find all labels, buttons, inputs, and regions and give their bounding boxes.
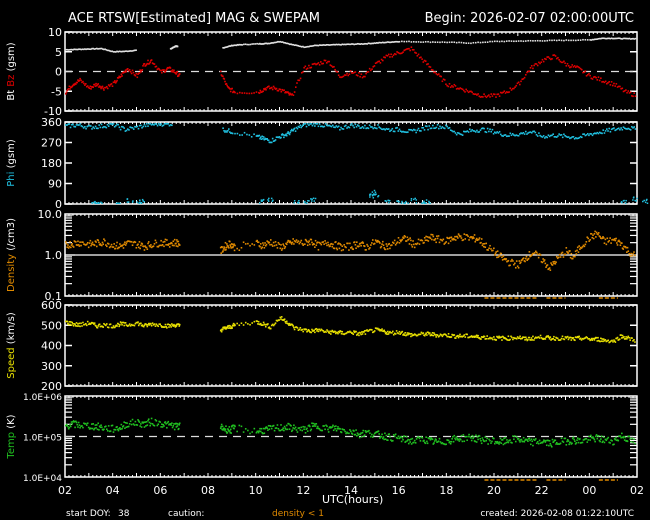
- x-axis-labels: 02 04 06 08 10 12 14 16 18 20 22 00 02: [58, 297, 644, 497]
- y-axis-label: Temp (K): [6, 414, 17, 459]
- y-axis-label: Speed (km/s): [6, 312, 17, 379]
- series-temp: [65, 417, 636, 448]
- y-tick-label: 1.0E+06: [23, 393, 62, 403]
- chart-title: ACE RTSW[Estimated] MAG & SWEPAM: [68, 11, 320, 26]
- panels-group: 10 5 0 -5 -10 Bt Bz (gsm) 360 270 180 90 0 Phi (gsm…: [6, 26, 649, 484]
- y-tick-label: 0.1: [45, 290, 63, 303]
- start-doy-value: 38: [118, 509, 130, 519]
- begin-time: Begin: 2026-02-07 02:00:00UTC: [425, 11, 634, 26]
- y-tick-label: 0: [55, 66, 62, 79]
- series-phi: [65, 123, 637, 144]
- panel-temp: 1.0E+06 1.0E+05 1.0E+04 Temp (K): [6, 393, 638, 484]
- y-tick-label: 400: [41, 340, 62, 353]
- y-tick-label: 0: [55, 198, 62, 211]
- series-phi-low: [91, 189, 649, 204]
- series-density: [65, 230, 636, 271]
- panel-speed: 600 500 400 300 200 Speed (km/s): [6, 299, 638, 393]
- x-tick-label: 06: [153, 484, 167, 497]
- y-tick-label: 10: [48, 26, 62, 39]
- x-tick-label: 08: [201, 484, 215, 497]
- series-speed: [65, 316, 636, 344]
- x-tick-label: 16: [392, 484, 406, 497]
- y-axis-label: Bt Bz (gsm): [6, 42, 17, 100]
- caution-density-note: density < 1: [272, 509, 324, 519]
- panel-bt_bz: 10 5 0 -5 -10 Bt Bz (gsm): [6, 26, 638, 118]
- y-tick-label: 300: [41, 360, 62, 373]
- start-doy-label: start DOY:: [66, 509, 111, 519]
- x-tick-label: 00: [582, 484, 596, 497]
- x-tick-label: 04: [106, 484, 120, 497]
- y-tick-label: 360: [41, 116, 62, 129]
- created-time: created: 2026-02-08 01:22:10UTC: [480, 509, 634, 519]
- x-tick-label: 12: [296, 484, 310, 497]
- x-tick-label: 18: [439, 484, 453, 497]
- series-bz: [65, 46, 637, 99]
- y-tick-label: 600: [41, 299, 62, 312]
- y-tick-label: 90: [48, 178, 62, 191]
- y-tick-label: 180: [41, 157, 62, 170]
- y-tick-label: 1.0E+05: [23, 434, 62, 444]
- y-tick-label: -10: [44, 105, 62, 118]
- x-tick-label: 02: [630, 484, 644, 497]
- y-tick-label: 500: [41, 319, 62, 332]
- y-axis-label: Phi (gsm): [6, 139, 17, 187]
- y-tick-label: 5: [55, 46, 62, 59]
- y-axis-label: Density (/cm3): [6, 218, 17, 292]
- panel-density: 10.0 1.0 0.1 Density (/cm3): [6, 208, 638, 303]
- x-tick-label: 20: [487, 484, 501, 497]
- x-tick-label: 02: [58, 484, 72, 497]
- series-bt: [65, 37, 637, 53]
- x-tick-label: 22: [535, 484, 549, 497]
- y-tick-label: -5: [51, 85, 62, 98]
- panel-phi: 360 270 180 90 0 Phi (gsm): [6, 116, 649, 211]
- x-tick-label: 10: [249, 484, 263, 497]
- y-tick-label: 10.0: [38, 208, 63, 221]
- y-tick-label: 1.0E+04: [23, 474, 62, 484]
- x-tick-label: 14: [344, 484, 358, 497]
- y-tick-label: 200: [41, 380, 62, 393]
- x-axis-title: UTC(hours): [322, 493, 383, 506]
- y-tick-label: 270: [41, 137, 62, 150]
- caution-label: caution:: [168, 509, 204, 519]
- y-tick-label: 1.0: [45, 249, 63, 262]
